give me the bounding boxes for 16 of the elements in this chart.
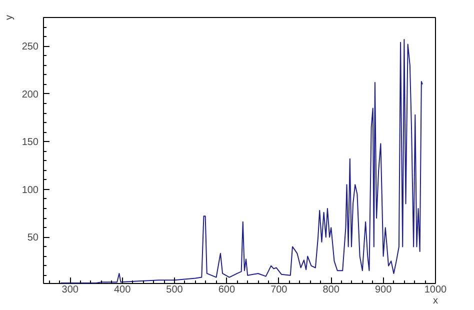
x-tick-label: 300	[62, 284, 79, 296]
y-tick-label: 150	[22, 137, 39, 148]
y-tick-label: 50	[27, 232, 39, 244]
x-tick-label: 900	[374, 284, 392, 296]
x-tick-label: 500	[166, 284, 184, 296]
y-tick-label: 100	[22, 184, 39, 196]
x-tick-label: 700	[270, 284, 288, 296]
y-axis-title: y	[4, 15, 15, 20]
x-tick-label: 1000	[424, 284, 448, 296]
x-tick-label: 800	[322, 284, 340, 296]
x-tick-label: 600	[218, 284, 236, 296]
x-axis-title: x	[433, 296, 438, 306]
line-series	[60, 38, 423, 284]
x-tick-label: 400	[114, 284, 132, 296]
y-tick-label: 200	[22, 89, 39, 100]
y-tick-label: 250	[22, 42, 39, 53]
